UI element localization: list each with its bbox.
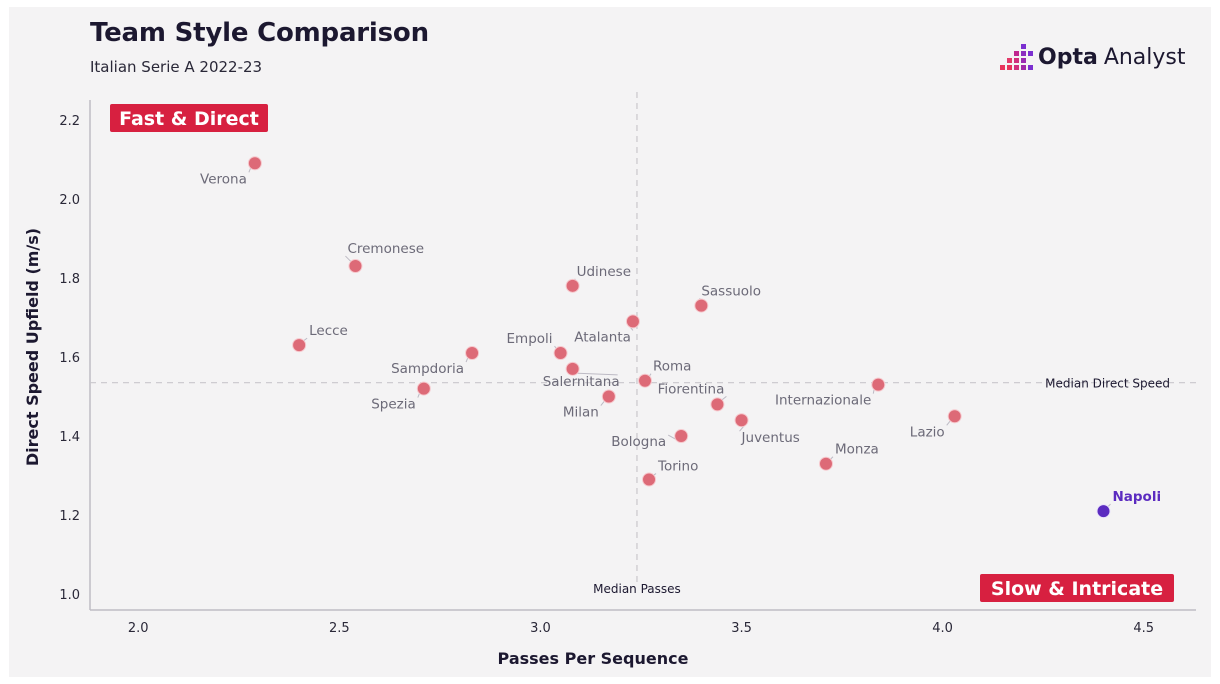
label-sampdoria: Sampdoria bbox=[391, 361, 464, 377]
label-verona: Verona bbox=[200, 171, 247, 187]
y-tick-label: 1.0 bbox=[59, 588, 80, 603]
point-verona bbox=[247, 156, 262, 171]
point-spezia bbox=[416, 381, 431, 396]
y-tick-label: 1.8 bbox=[59, 272, 80, 287]
point-empoli bbox=[553, 346, 568, 361]
axes bbox=[89, 100, 1196, 611]
fast-direct-badge bbox=[110, 104, 268, 132]
logo-bold-text: Opta bbox=[1038, 44, 1098, 70]
point-labels: Verona Cremonese Lecce Sampdoria Spezia Udine… bbox=[200, 171, 1161, 505]
x-tick-label: 2.5 bbox=[329, 621, 350, 636]
chart-title: Team Style Comparison bbox=[90, 18, 429, 48]
opta-pixel-icon bbox=[1000, 44, 1033, 70]
point-milan bbox=[601, 389, 616, 404]
y-axis-title: Direct Speed Upfield (m/s) bbox=[23, 228, 42, 466]
median-direct-speed-label: Median Direct Speed bbox=[1045, 377, 1170, 391]
label-sassuolo: Sassuolo bbox=[701, 284, 761, 300]
quadrant-badges: Fast & Direct Slow & Intricate bbox=[110, 104, 1174, 602]
y-tick-labels: 1.0 1.2 1.4 1.6 1.8 2.0 2.2 bbox=[59, 114, 80, 603]
label-atalanta: Atalanta bbox=[574, 329, 631, 345]
y-tick-label: 1.6 bbox=[59, 351, 80, 366]
point-atalanta bbox=[625, 314, 640, 329]
x-axis-title: Passes Per Sequence bbox=[498, 649, 689, 668]
point-sassuolo bbox=[694, 298, 709, 313]
label-monza: Monza bbox=[835, 442, 879, 458]
point-monza bbox=[818, 456, 833, 471]
point-salernitana bbox=[565, 361, 580, 376]
label-internazionale: Internazionale bbox=[775, 393, 871, 409]
slow-intricate-badge bbox=[980, 574, 1174, 602]
label-fiorentina: Fiorentina bbox=[658, 381, 725, 397]
point-fiorentina bbox=[710, 397, 725, 412]
x-tick-labels: 2.0 2.5 3.0 3.5 4.0 4.5 bbox=[128, 621, 1154, 636]
label-leader-lines bbox=[248, 167, 1111, 508]
point-torino bbox=[642, 472, 657, 487]
point-sampdoria bbox=[465, 346, 480, 361]
median-passes-label: Median Passes bbox=[593, 582, 681, 596]
y-tick-label: 1.4 bbox=[59, 430, 80, 445]
label-salernitana: Salernitana bbox=[543, 374, 620, 390]
chart-subtitle: Italian Serie A 2022-23 bbox=[90, 58, 263, 76]
label-bologna: Bologna bbox=[611, 434, 666, 450]
label-udinese: Udinese bbox=[577, 264, 631, 280]
label-lazio: Lazio bbox=[910, 424, 945, 440]
point-udinese bbox=[565, 278, 580, 293]
label-juventus: Juventus bbox=[741, 430, 800, 446]
point-roma bbox=[638, 373, 653, 388]
leader-cremonese bbox=[345, 255, 352, 263]
point-juventus bbox=[734, 413, 749, 428]
x-tick-label: 4.0 bbox=[932, 621, 953, 636]
x-tick-label: 3.5 bbox=[731, 621, 752, 636]
y-tick-label: 2.2 bbox=[59, 114, 80, 129]
x-tick-label: 2.0 bbox=[128, 621, 149, 636]
point-lazio bbox=[947, 409, 962, 424]
label-torino: Torino bbox=[657, 459, 698, 475]
x-tick-label: 4.5 bbox=[1133, 621, 1154, 636]
label-roma: Roma bbox=[653, 359, 691, 375]
point-bologna bbox=[674, 429, 689, 444]
x-tick-label: 3.0 bbox=[530, 621, 551, 636]
y-tick-label: 2.0 bbox=[59, 193, 80, 208]
label-spezia: Spezia bbox=[371, 397, 416, 413]
label-empoli: Empoli bbox=[507, 331, 553, 347]
label-cremonese: Cremonese bbox=[347, 241, 424, 257]
point-cremonese bbox=[348, 259, 363, 274]
point-napoli bbox=[1096, 504, 1111, 519]
fast-direct-label: Fast & Direct bbox=[119, 108, 259, 130]
y-tick-label: 1.2 bbox=[59, 509, 80, 524]
point-internazionale bbox=[871, 377, 886, 392]
logo-text: Analyst bbox=[1103, 44, 1186, 70]
label-milan: Milan bbox=[563, 405, 599, 421]
opta-analyst-logo: Opta Analyst bbox=[1000, 40, 1186, 74]
slow-intricate-label: Slow & Intricate bbox=[991, 578, 1163, 600]
label-napoli: Napoli bbox=[1112, 489, 1161, 505]
point-lecce bbox=[292, 338, 307, 353]
label-lecce: Lecce bbox=[309, 323, 348, 339]
data-points bbox=[247, 156, 1111, 519]
